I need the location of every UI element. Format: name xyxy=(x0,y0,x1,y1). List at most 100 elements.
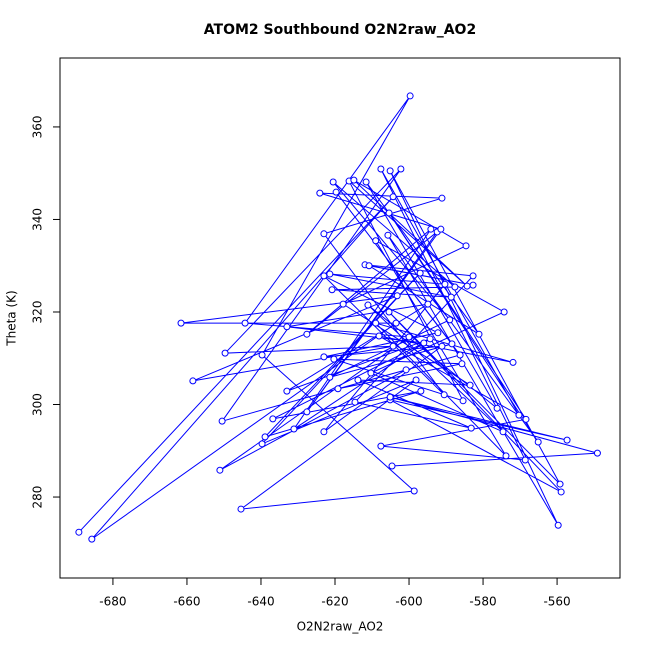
data-point xyxy=(463,282,471,290)
data-point xyxy=(377,165,385,173)
data-point xyxy=(410,487,418,495)
data-point xyxy=(329,178,337,186)
y-tick-label: 360 xyxy=(31,115,45,138)
data-point xyxy=(392,319,400,327)
y-tick-label: 280 xyxy=(31,486,45,509)
data-point xyxy=(339,300,347,308)
data-point xyxy=(593,449,601,457)
data-point xyxy=(350,176,358,184)
data-point xyxy=(499,428,507,436)
y-tick-label: 300 xyxy=(31,393,45,416)
data-point xyxy=(467,424,475,432)
data-point xyxy=(448,340,456,348)
data-point xyxy=(475,330,483,338)
data-point xyxy=(88,535,96,543)
data-point xyxy=(424,300,432,308)
data-point xyxy=(303,330,311,338)
chart-title: ATOM2 Southbound O2N2raw_AO2 xyxy=(204,22,476,38)
data-point xyxy=(426,335,434,343)
data-point xyxy=(427,225,435,233)
data-point xyxy=(326,270,334,278)
data-point xyxy=(557,488,565,496)
data-point xyxy=(447,293,455,301)
data-point xyxy=(367,369,375,377)
data-point xyxy=(218,417,226,425)
data-point xyxy=(75,528,83,536)
data-point xyxy=(316,189,324,197)
data-point xyxy=(563,436,571,444)
data-point xyxy=(417,387,425,395)
y-tick-label: 320 xyxy=(31,301,45,324)
data-point xyxy=(462,242,470,250)
data-point xyxy=(334,385,342,393)
data-point xyxy=(554,521,562,529)
data-point xyxy=(456,351,464,359)
data-point xyxy=(386,393,394,401)
data-point xyxy=(441,280,449,288)
plot-frame xyxy=(59,57,621,579)
data-point xyxy=(269,415,277,423)
data-point xyxy=(384,231,392,239)
x-tick-label: -660 xyxy=(173,595,200,609)
data-point xyxy=(365,262,373,270)
data-point xyxy=(241,319,249,327)
data-point xyxy=(261,433,269,441)
data-point xyxy=(556,480,564,488)
data-point xyxy=(389,342,397,350)
data-point xyxy=(237,505,245,513)
data-point xyxy=(377,442,385,450)
data-point xyxy=(397,165,405,173)
data-point xyxy=(438,194,446,202)
data-point xyxy=(388,462,396,470)
data-point xyxy=(330,355,338,363)
data-point xyxy=(521,456,529,464)
data-point xyxy=(440,391,448,399)
data-point xyxy=(446,316,454,324)
y-tick-label: 340 xyxy=(31,208,45,231)
data-point xyxy=(258,351,266,359)
data-point xyxy=(189,377,197,385)
data-point xyxy=(389,193,397,201)
data-point xyxy=(406,92,414,100)
data-point xyxy=(354,376,362,384)
data-point xyxy=(405,333,413,341)
data-point xyxy=(500,308,508,316)
data-point xyxy=(466,381,474,389)
data-point xyxy=(502,452,510,460)
data-point xyxy=(364,301,372,309)
data-point xyxy=(515,411,523,419)
data-point xyxy=(385,308,393,316)
data-point xyxy=(221,349,229,357)
x-tick-label: -580 xyxy=(469,595,496,609)
data-point xyxy=(320,428,328,436)
x-tick-label: -560 xyxy=(543,595,570,609)
data-point xyxy=(469,272,477,280)
data-point xyxy=(493,404,501,412)
x-tick-label: -620 xyxy=(321,595,348,609)
data-point xyxy=(534,438,542,446)
data-point xyxy=(451,283,459,291)
data-point xyxy=(320,353,328,361)
data-point xyxy=(420,339,428,347)
x-tick-label: -600 xyxy=(395,595,422,609)
data-point xyxy=(326,373,334,381)
data-point xyxy=(402,366,410,374)
data-point xyxy=(290,425,298,433)
x-tick-label: -640 xyxy=(247,595,274,609)
data-point xyxy=(216,466,224,474)
data-point xyxy=(372,237,380,245)
data-point xyxy=(522,415,530,423)
data-point xyxy=(177,319,185,327)
data-point xyxy=(375,332,383,340)
data-point xyxy=(412,376,420,384)
x-axis-label: O2N2raw_AO2 xyxy=(297,620,384,634)
data-point xyxy=(328,286,336,294)
series-line xyxy=(78,95,598,540)
data-point xyxy=(469,281,477,289)
y-axis-label: Theta (K) xyxy=(5,290,19,346)
data-point xyxy=(303,408,311,416)
data-point xyxy=(416,269,424,277)
data-point xyxy=(386,167,394,175)
